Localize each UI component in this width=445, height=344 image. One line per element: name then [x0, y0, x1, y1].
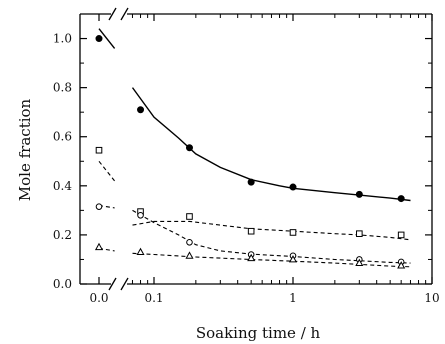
x-tick-label: 0.0 — [89, 291, 108, 305]
data-point-open-triangle — [136, 247, 145, 255]
data-point-open-triangle — [247, 253, 256, 262]
data-point-open-triangle — [94, 242, 104, 251]
data-point-open-triangle — [397, 261, 406, 269]
data-point-open-square — [397, 231, 405, 239]
series-markers — [94, 35, 406, 269]
data-point-open-circle — [95, 203, 103, 210]
series-curve — [131, 87, 411, 202]
series-curve-zero-segment — [98, 28, 116, 49]
x-tick-label: 1 — [289, 291, 297, 305]
data-point-open-square — [356, 230, 363, 237]
break-mark-top-left — [108, 7, 117, 21]
break-mark-bottom-right — [120, 277, 129, 291]
data-point-filled-circle — [95, 35, 103, 43]
series-curves — [98, 28, 411, 268]
axis-break-top — [108, 7, 129, 21]
data-point-filled-circle — [247, 178, 255, 186]
axis-ticks — [80, 13, 433, 285]
break-mark-top-right — [120, 7, 129, 21]
data-point-open-triangle — [355, 258, 364, 266]
data-point-filled-circle — [185, 144, 193, 152]
series-curve-zero-segment — [98, 160, 116, 182]
y-tick-label: 0.6 — [53, 130, 72, 144]
data-point-filled-circle — [355, 190, 363, 198]
axis-break-bottom — [108, 277, 129, 291]
series-curve — [132, 220, 411, 241]
x-tick-label: 10 — [424, 291, 439, 305]
data-point-open-square — [247, 227, 255, 235]
break-mark-bottom-left — [108, 277, 117, 291]
data-point-filled-circle — [137, 106, 145, 114]
plot-frame — [79, 13, 433, 285]
data-point-open-triangle — [288, 255, 298, 263]
data-point-filled-circle — [289, 183, 297, 191]
y-tick-label: 0.2 — [53, 228, 72, 242]
data-point-open-square — [95, 146, 103, 154]
y-axis-title: Mole fraction — [16, 98, 34, 201]
data-point-open-square — [186, 213, 193, 220]
x-tick-label: 0.1 — [144, 291, 163, 305]
tick-labels: 0.0 0.2 0.4 0.6 0.8 1.0 0.0 0.1 1 10 — [53, 32, 440, 305]
data-point-open-circle — [186, 238, 193, 246]
y-tick-label: 1.0 — [53, 32, 72, 46]
x-axis-title: Soaking time / h — [196, 324, 321, 342]
y-tick-label: 0.8 — [53, 81, 72, 95]
series-curve — [132, 209, 411, 264]
y-tick-label: 0.4 — [53, 179, 72, 193]
data-point-open-circle — [137, 211, 144, 219]
data-point-filled-circle — [397, 195, 405, 203]
data-point-open-triangle — [185, 251, 194, 259]
y-tick-label: 0.0 — [53, 277, 72, 291]
data-point-open-square — [289, 229, 297, 236]
series-curve — [132, 252, 411, 268]
